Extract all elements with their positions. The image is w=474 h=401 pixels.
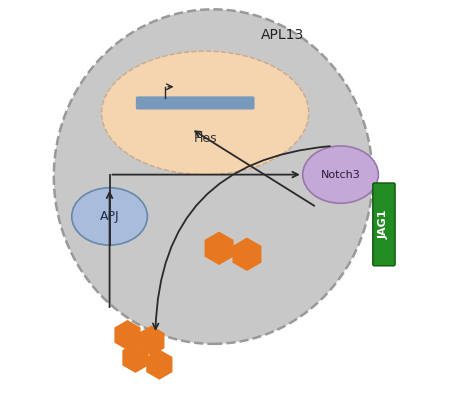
Polygon shape — [232, 237, 262, 271]
Text: Hes: Hes — [193, 132, 217, 145]
Polygon shape — [122, 343, 148, 373]
Polygon shape — [146, 349, 173, 380]
Ellipse shape — [303, 146, 378, 203]
Ellipse shape — [72, 188, 147, 245]
Ellipse shape — [101, 51, 309, 174]
Ellipse shape — [54, 9, 373, 344]
Polygon shape — [138, 326, 164, 356]
Text: JAG1: JAG1 — [379, 210, 389, 239]
Polygon shape — [114, 320, 141, 350]
Text: APL13: APL13 — [261, 28, 304, 42]
Text: Notch3: Notch3 — [321, 170, 360, 180]
FancyBboxPatch shape — [136, 96, 255, 109]
FancyBboxPatch shape — [373, 183, 395, 266]
Text: APJ: APJ — [100, 210, 119, 223]
Polygon shape — [205, 231, 234, 265]
